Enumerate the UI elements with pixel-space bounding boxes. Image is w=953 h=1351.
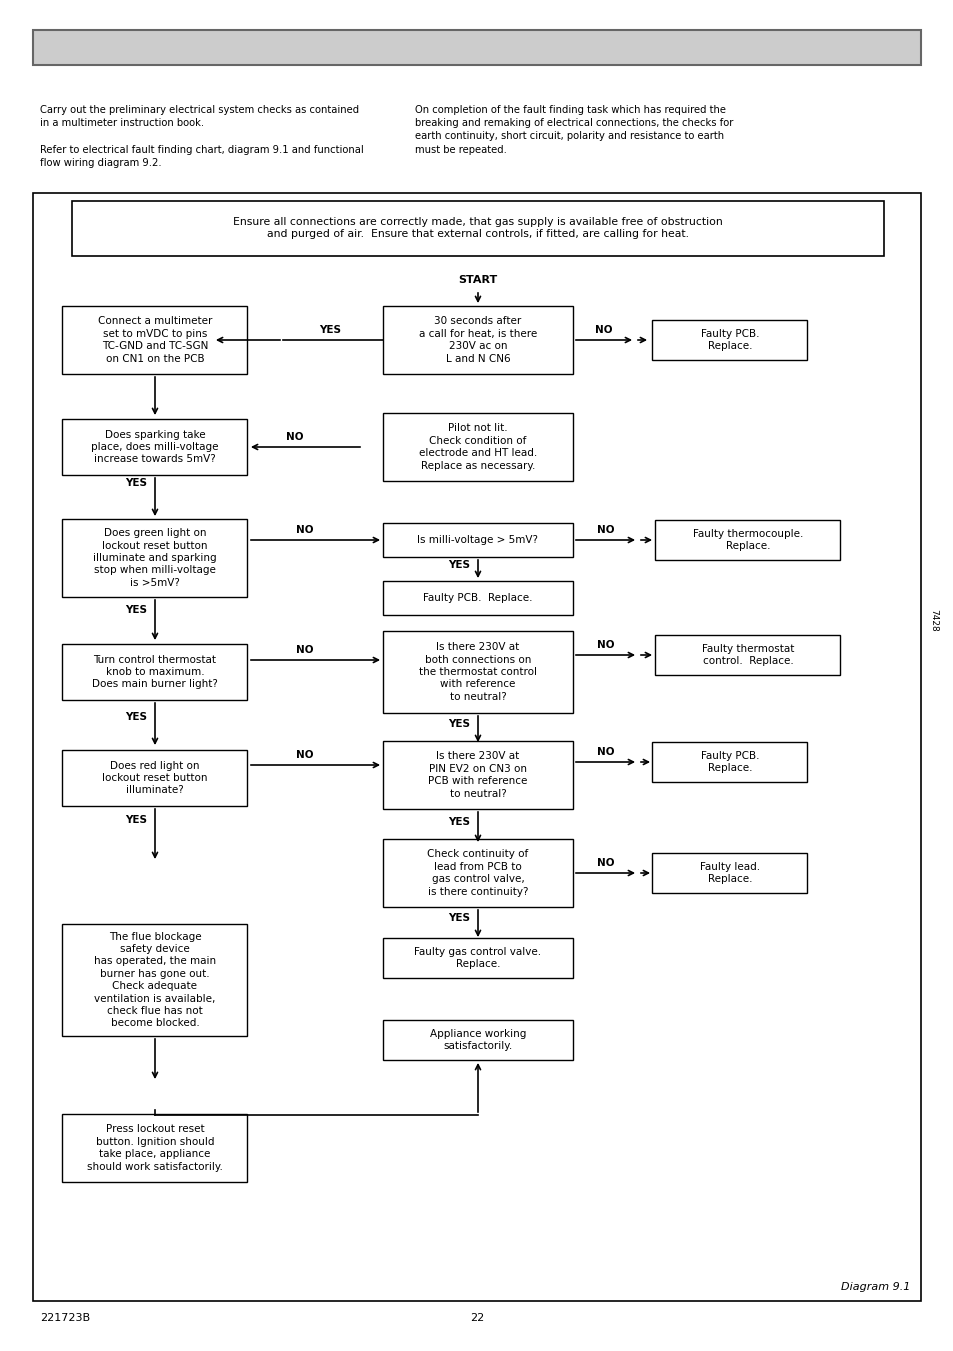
Text: Appliance working
satisfactorily.: Appliance working satisfactorily. [430,1029,526,1051]
Text: YES: YES [448,719,470,730]
Text: Faulty PCB.  Replace.: Faulty PCB. Replace. [423,593,532,603]
Text: Carry out the preliminary electrical system checks as contained
in a multimeter : Carry out the preliminary electrical sys… [40,105,363,168]
Text: Ensure all connections are correctly made, that gas supply is available free of : Ensure all connections are correctly mad… [233,216,722,239]
Text: YES: YES [125,478,147,488]
Bar [655,635,840,676]
Text: NO: NO [595,326,612,335]
Bar [382,740,573,809]
Text: NO: NO [597,747,614,757]
Bar [63,924,247,1036]
Text: NO: NO [597,858,614,867]
Text: YES: YES [125,605,147,615]
Text: 22: 22 [470,1313,483,1323]
Text: Faulty lead.
Replace.: Faulty lead. Replace. [700,862,760,884]
Text: Press lockout reset
button. Ignition should
take place, appliance
should work sa: Press lockout reset button. Ignition sho… [87,1124,223,1171]
Text: Pilot not lit.
Check condition of
electrode and HT lead.
Replace as necessary.: Pilot not lit. Check condition of electr… [418,423,537,470]
Bar [382,523,573,557]
Text: YES: YES [125,815,147,825]
Text: Faulty thermocouple.
Replace.: Faulty thermocouple. Replace. [692,528,802,551]
Text: Does sparking take
place, does milli-voltage
increase towards 5mV?: Does sparking take place, does milli-vol… [91,430,218,465]
Text: YES: YES [448,817,470,827]
Bar [382,305,573,374]
Text: Faulty PCB.
Replace.: Faulty PCB. Replace. [700,751,759,773]
Bar [63,1115,247,1182]
Text: Does green light on
lockout reset button
illuminate and sparking
stop when milli: Does green light on lockout reset button… [93,528,216,588]
Bar [382,581,573,615]
Text: Faulty thermostat
control.  Replace.: Faulty thermostat control. Replace. [701,644,793,666]
Text: On completion of the fault finding task which has required the
breaking and rema: On completion of the fault finding task … [415,105,733,154]
Text: NO: NO [597,640,614,650]
Text: Is milli-voltage > 5mV?: Is milli-voltage > 5mV? [417,535,537,544]
Text: NO: NO [296,750,314,761]
Text: START: START [457,276,497,285]
Bar [63,644,247,700]
Text: NO: NO [597,526,614,535]
Text: YES: YES [318,326,340,335]
Text: Turn control thermostat
knob to maximum.
Does main burner light?: Turn control thermostat knob to maximum.… [92,655,217,689]
Bar [71,200,883,255]
Bar [33,30,920,65]
Text: The flue blockage
safety device
has operated, the main
burner has gone out.
Chec: The flue blockage safety device has oper… [93,932,215,1028]
Text: Is there 230V at
PIN EV2 on CN3 on
PCB with reference
to neutral?: Is there 230V at PIN EV2 on CN3 on PCB w… [428,751,527,798]
Bar [33,193,920,1301]
Bar [652,742,806,782]
Text: YES: YES [448,913,470,923]
Bar [63,419,247,476]
Bar [655,520,840,561]
Bar [382,938,573,978]
Bar [63,305,247,374]
Text: 30 seconds after
a call for heat, is there
230V ac on
L and N CN6: 30 seconds after a call for heat, is the… [418,316,537,363]
Bar [652,852,806,893]
Text: 7428: 7428 [928,608,938,631]
Text: YES: YES [125,712,147,721]
Text: NO: NO [296,644,314,655]
Text: Does red light on
lockout reset button
illuminate?: Does red light on lockout reset button i… [102,761,208,796]
Bar [382,413,573,481]
Text: Connect a multimeter
set to mVDC to pins
TC-GND and TC-SGN
on CN1 on the PCB: Connect a multimeter set to mVDC to pins… [98,316,212,363]
Text: Faulty gas control valve.
Replace.: Faulty gas control valve. Replace. [414,947,541,969]
Text: Check continuity of
lead from PCB to
gas control valve,
is there continuity?: Check continuity of lead from PCB to gas… [427,850,528,897]
Bar [382,631,573,713]
Bar [63,519,247,597]
Text: NO: NO [296,526,314,535]
Text: Diagram 9.1: Diagram 9.1 [840,1282,909,1292]
Bar [382,839,573,907]
Bar [382,1020,573,1061]
Bar [63,750,247,807]
Text: YES: YES [448,561,470,570]
Text: Faulty PCB.
Replace.: Faulty PCB. Replace. [700,328,759,351]
Text: Is there 230V at
both connections on
the thermostat control
with reference
to ne: Is there 230V at both connections on the… [418,642,537,701]
Text: NO: NO [286,432,303,442]
Text: 221723B: 221723B [40,1313,90,1323]
Bar [652,320,806,359]
